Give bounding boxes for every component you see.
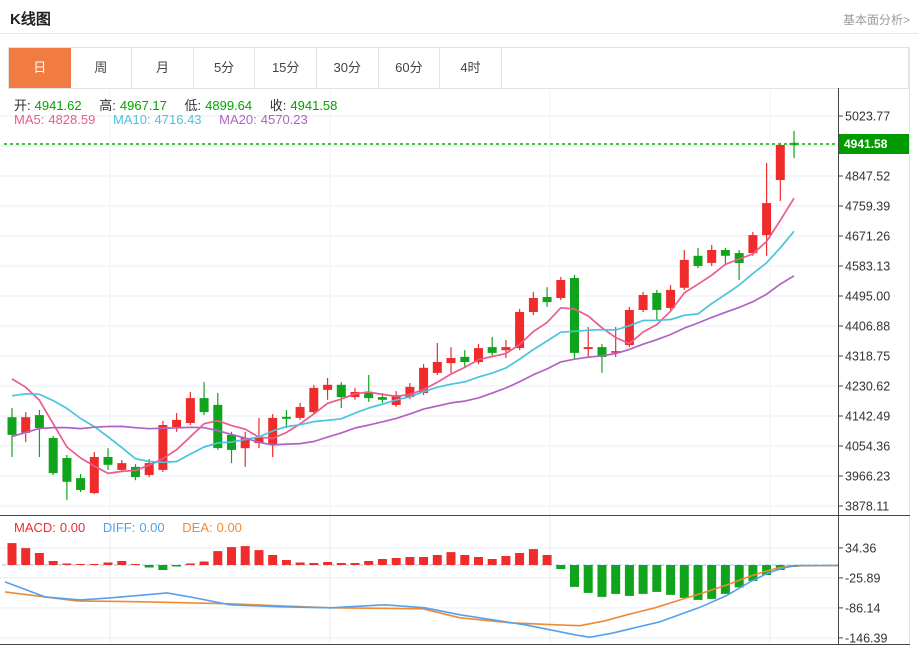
header: K线图 基本面分析>	[0, 0, 918, 34]
close-label: 收:	[269, 98, 287, 113]
svg-text:4406.88: 4406.88	[845, 320, 890, 334]
dea-value: 0.00	[216, 520, 242, 535]
close-value: 4941.58	[290, 98, 338, 113]
tab-4hour[interactable]: 4时	[440, 48, 502, 88]
ma20-value: 4570.23	[260, 112, 308, 127]
open-value: 4941.62	[34, 98, 82, 113]
svg-text:-146.39: -146.39	[845, 631, 887, 645]
tab-week[interactable]: 周	[71, 48, 133, 88]
ma-row: MA5: 4828.59 MA10: 4716.43 MA20: 4570.23	[14, 112, 312, 127]
svg-text:4495.00: 4495.00	[845, 290, 890, 304]
current-price-tag: 4941.58	[839, 134, 909, 154]
macd-value: 0.00	[59, 520, 86, 535]
open-label: 开:	[14, 98, 31, 113]
fundamental-analysis-link[interactable]: 基本面分析>	[842, 13, 910, 27]
svg-text:4318.75: 4318.75	[845, 350, 890, 364]
ma10-value: 4716.43	[154, 112, 202, 127]
svg-text:-25.89: -25.89	[845, 571, 880, 585]
period-tabs: 日 周 月 5分 15分 30分 60分 4时	[8, 47, 909, 89]
dea-label: DEA:	[182, 520, 213, 535]
svg-text:-86.14: -86.14	[845, 601, 880, 615]
ohlc-row: 开: 4941.62 高: 4967.17 低: 4899.64 收: 4941.58	[14, 95, 341, 114]
svg-text:34.36: 34.36	[845, 541, 876, 555]
ma5-value: 4828.59	[48, 112, 96, 127]
svg-text:5023.77: 5023.77	[845, 110, 890, 124]
page-title: K线图	[10, 11, 51, 28]
ma5-label: MA5:	[14, 112, 45, 127]
diff-value: 0.00	[139, 520, 165, 535]
svg-text:4759.39: 4759.39	[845, 200, 890, 214]
low-value: 4899.64	[205, 98, 253, 113]
svg-text:3878.11: 3878.11	[845, 500, 889, 514]
low-label: 低:	[184, 98, 202, 113]
high-label: 高:	[99, 98, 116, 113]
svg-text:3966.23: 3966.23	[845, 470, 890, 484]
svg-text:4142.49: 4142.49	[845, 410, 890, 424]
ma10-label: MA10:	[112, 112, 151, 127]
tab-15min[interactable]: 15分	[255, 48, 317, 88]
svg-text:4583.13: 4583.13	[845, 260, 890, 274]
tab-30min[interactable]: 30分	[317, 48, 379, 88]
high-value: 4967.17	[119, 98, 167, 113]
macd-row: MACD: 0.00 DIFF: 0.00 DEA: 0.00	[14, 520, 246, 535]
svg-text:4671.26: 4671.26	[845, 230, 890, 244]
tab-month[interactable]: 月	[132, 48, 194, 88]
tab-60min[interactable]: 60分	[379, 48, 441, 88]
tab-day[interactable]: 日	[9, 48, 71, 88]
tab-5min[interactable]: 5分	[194, 48, 256, 88]
svg-text:4054.36: 4054.36	[845, 440, 890, 454]
panel-right-border	[909, 47, 910, 645]
macd-label: MACD:	[14, 520, 56, 535]
svg-text:4230.62: 4230.62	[845, 380, 890, 394]
diff-label: DIFF:	[102, 520, 136, 535]
ma20-label: MA20:	[219, 112, 257, 127]
svg-text:4847.52: 4847.52	[845, 170, 890, 184]
